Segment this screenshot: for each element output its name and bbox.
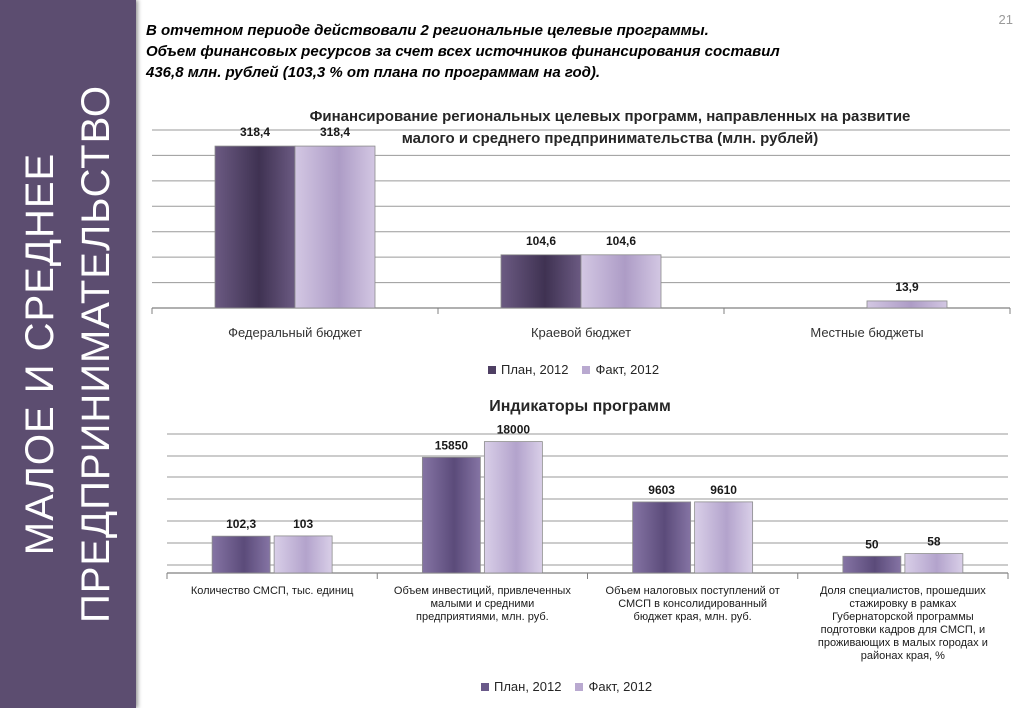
chart2-data-label: 9610 (710, 483, 737, 497)
chart2-legend: План, 2012 Факт, 2012 (481, 679, 666, 694)
chart1-bar-plan (214, 145, 296, 309)
legend-swatch-plan (488, 365, 496, 374)
chart2-bar-fact (273, 535, 333, 574)
legend-swatch-fact (582, 365, 591, 374)
chart2-data-label: 103 (293, 517, 313, 531)
chart2-bar-plan (211, 535, 271, 574)
chart2-category-label: малыми и средними (430, 598, 534, 610)
chart2-bar-fact (694, 501, 754, 574)
chart1-data-label: 318,4 (240, 125, 270, 139)
chart2-bar-fact (904, 553, 964, 574)
intro-line: 436,8 млн. рублей (103,3 % от плана по п… (146, 64, 601, 81)
chart2-category-label: предприятиями, млн. руб. (416, 611, 549, 623)
chart2-category-label: Объем инвестиций, привлеченных (394, 585, 571, 597)
chart1-bar-fact (580, 254, 662, 309)
chart2-category-label: Количество СМСП, тыс. единиц (191, 585, 354, 597)
chart2-category-label: бюджет края, млн. руб. (634, 611, 752, 623)
chart2-data-label: 102,3 (226, 517, 256, 531)
legend-swatch-fact (575, 682, 584, 691)
chart1-category-label: Федеральный бюджет (228, 325, 362, 340)
chart2-bar-plan (842, 555, 902, 574)
chart1-bar-fact (866, 300, 948, 309)
legend-label-fact: Факт, 2012 (588, 679, 653, 694)
chart2-category-label: Объем налоговых поступлений от (606, 585, 780, 597)
chart2-data-label: 18000 (497, 423, 531, 437)
chart2-data-label: 50 (865, 537, 879, 551)
intro-line: В отчетном периоде действовали 2 региона… (146, 22, 709, 39)
intro-text: В отчетном периоде действовали 2 региона… (146, 20, 966, 83)
chart2-category-label: стажировку в рамках (849, 598, 956, 610)
chart1-data-label: 104,6 (606, 234, 636, 248)
legend-item-fact: Факт, 2012 (575, 679, 652, 694)
chart2-category-label: проживающих в малых городах и (818, 637, 988, 649)
legend-item-plan: План, 2012 (481, 679, 561, 694)
chart1-bar-fact (294, 145, 376, 309)
chart2-data-label: 9603 (648, 483, 675, 497)
legend-swatch-plan (481, 682, 489, 691)
chart1-bar-plan (500, 254, 582, 309)
legend-item-plan: План, 2012 (488, 362, 568, 377)
chart1-title: Финансирование региональных целевых прог… (240, 106, 980, 150)
chart2-bar-plan (632, 501, 692, 574)
intro-line: Объем финансовых ресурсов за счет всех и… (146, 43, 780, 60)
chart2-category-label: СМСП в консолидированный (618, 598, 767, 610)
chart1-category-label: Краевой бюджет (531, 325, 631, 340)
chart1-data-label: 104,6 (526, 234, 556, 248)
legend-label-fact: Факт, 2012 (595, 362, 660, 377)
chart2-category-label: Губернаторской программы (832, 611, 974, 623)
chart2-category-label: подготовки кадров для СМСП, и (821, 624, 985, 636)
chart2-data-label: 15850 (435, 438, 469, 452)
chart1-legend: План, 2012 Факт, 2012 (488, 362, 673, 377)
chart2-title: Индикаторы программ (489, 398, 671, 415)
chart2-bar-plan (421, 456, 481, 574)
chart1-title-line: малого и среднего предпринимательства (м… (401, 130, 819, 147)
chart1-title-line: Финансирование региональных целевых прог… (309, 108, 911, 125)
chart1-data-label: 318,4 (320, 125, 350, 139)
legend-label-plan: План, 2012 (501, 362, 569, 377)
legend-item-fact: Факт, 2012 (582, 362, 659, 377)
chart1-category-label: Местные бюджеты (810, 325, 923, 340)
chart2-data-label: 58 (927, 535, 941, 549)
chart1-data-label: 13,9 (895, 280, 919, 294)
chart2-category-label: Доля специалистов, прошедших (820, 585, 986, 597)
chart2-bar-fact (483, 441, 543, 574)
legend-label-plan: План, 2012 (494, 679, 562, 694)
sidebar-panel: МАЛОЕ И СРЕДНЕЕ ПРЕДПРИНИМАТЕЛЬСТВО (0, 0, 136, 708)
chart2-category-label: районах края, % (861, 650, 945, 662)
page-number: 21 (998, 12, 1013, 27)
